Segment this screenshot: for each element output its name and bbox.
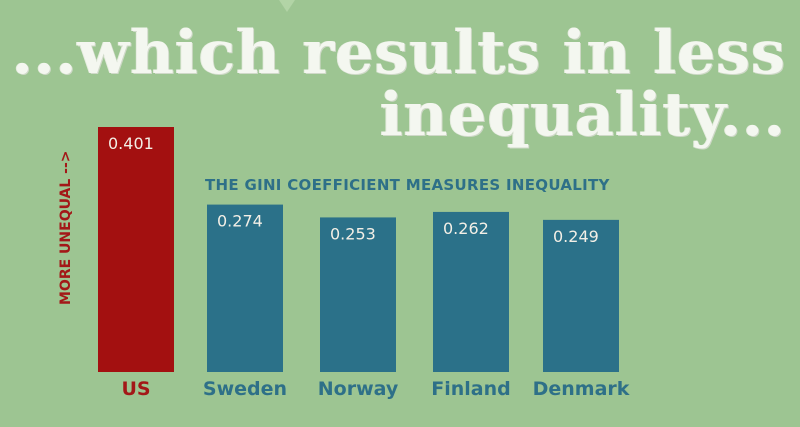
bar-denmark	[543, 219, 619, 372]
value-label-denmark: 0.249	[553, 227, 599, 246]
bar-finland	[433, 211, 509, 372]
value-label-us: 0.401	[108, 134, 154, 153]
headline-line-1: ...which results in less	[12, 18, 786, 88]
bar-us	[98, 127, 174, 372]
headline-line-2: inequality...	[380, 80, 786, 150]
category-label-us: US	[121, 378, 150, 400]
bar-sweden	[207, 204, 283, 372]
category-label-denmark: Denmark	[533, 378, 630, 400]
value-label-finland: 0.262	[443, 219, 489, 238]
chart-subtitle: THE GINI COEFFICIENT MEASURES INEQUALITY	[205, 176, 610, 194]
category-label-sweden: Sweden	[203, 378, 287, 400]
category-label-norway: Norway	[318, 378, 399, 400]
value-label-norway: 0.253	[330, 224, 376, 243]
value-label-sweden: 0.274	[217, 212, 263, 231]
bar-norway	[320, 217, 396, 372]
category-label-finland: Finland	[431, 378, 510, 400]
top-decoration	[275, 0, 299, 12]
